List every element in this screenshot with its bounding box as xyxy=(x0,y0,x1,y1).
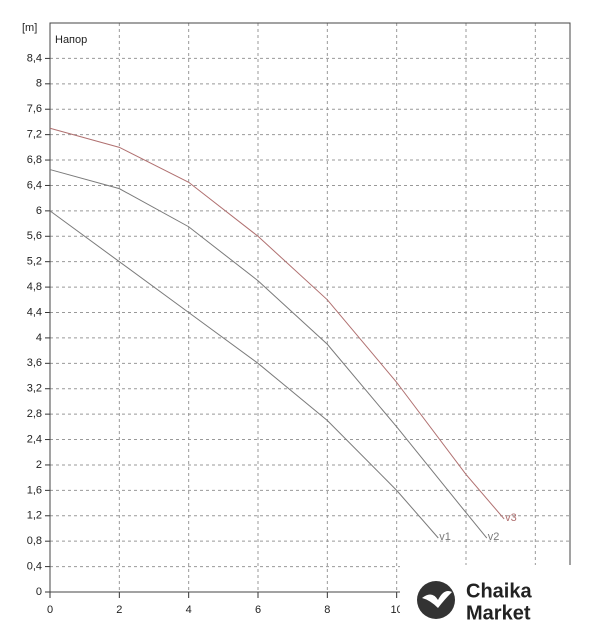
y-tick-label: 1,6 xyxy=(27,484,42,496)
y-tick-label: 7,6 xyxy=(27,103,42,115)
y-tick-label: 3,2 xyxy=(27,383,42,395)
curve xyxy=(49,169,488,539)
y-tick-label: 0 xyxy=(36,586,42,598)
y-tick-label: 4,4 xyxy=(27,306,42,318)
y-tick-label: 0,8 xyxy=(27,535,42,547)
y-tick-label: 8,4 xyxy=(27,52,42,64)
y-tick-label: 2,8 xyxy=(27,408,42,420)
curve-label: v3 xyxy=(505,512,517,524)
x-tick-label: 6 xyxy=(255,604,261,616)
y-tick-label: 0,4 xyxy=(27,560,42,572)
plot: 0 0,4 0,8 1,2 1,6 2 2,4 2,8 3,2 3,6 4 4,4 4,8 5,2 5,6 6… xyxy=(27,22,571,616)
y-unit: [m] xyxy=(22,22,37,34)
x-tick-label: 0 xyxy=(47,604,53,616)
curve xyxy=(49,210,439,539)
y-tick-label: 4,8 xyxy=(27,281,42,293)
watermark-line: Chaika xyxy=(466,580,532,602)
x-tick-label: 10 xyxy=(391,604,403,616)
watermark: Chaika Market xyxy=(400,565,591,640)
y-tick-label: 5,2 xyxy=(27,256,42,268)
curve-label: v1 xyxy=(439,531,451,543)
y-tick-label: 2,4 xyxy=(27,433,42,445)
logo-bird xyxy=(422,591,452,608)
watermark-line: Market xyxy=(466,602,531,624)
y-tick-label: 5,6 xyxy=(27,230,42,242)
y-tick-label: 6 xyxy=(36,205,42,217)
plot-frame xyxy=(49,22,571,593)
y-tick-label: 4 xyxy=(36,332,42,344)
x-tick-label: 2 xyxy=(116,604,122,616)
y-tick-label: 7,2 xyxy=(27,129,42,141)
y-tick-label: 1,2 xyxy=(27,510,42,522)
curve-label: v2 xyxy=(488,531,500,543)
y-tick-label: 3,6 xyxy=(27,357,42,369)
x-tick-label: 4 xyxy=(186,604,192,616)
y-tick-label: 8 xyxy=(36,78,42,90)
y-tick-label: 2 xyxy=(36,459,42,471)
x-tick-label: 8 xyxy=(324,604,330,616)
y-tick-label: 6,8 xyxy=(27,154,42,166)
curve xyxy=(49,127,505,520)
y-axis-label: Напор xyxy=(55,34,87,46)
y-tick-label: 6,4 xyxy=(27,179,42,191)
